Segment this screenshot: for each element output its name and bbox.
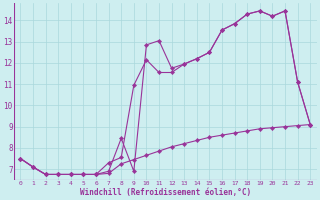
X-axis label: Windchill (Refroidissement éolien,°C): Windchill (Refroidissement éolien,°C) xyxy=(80,188,251,197)
